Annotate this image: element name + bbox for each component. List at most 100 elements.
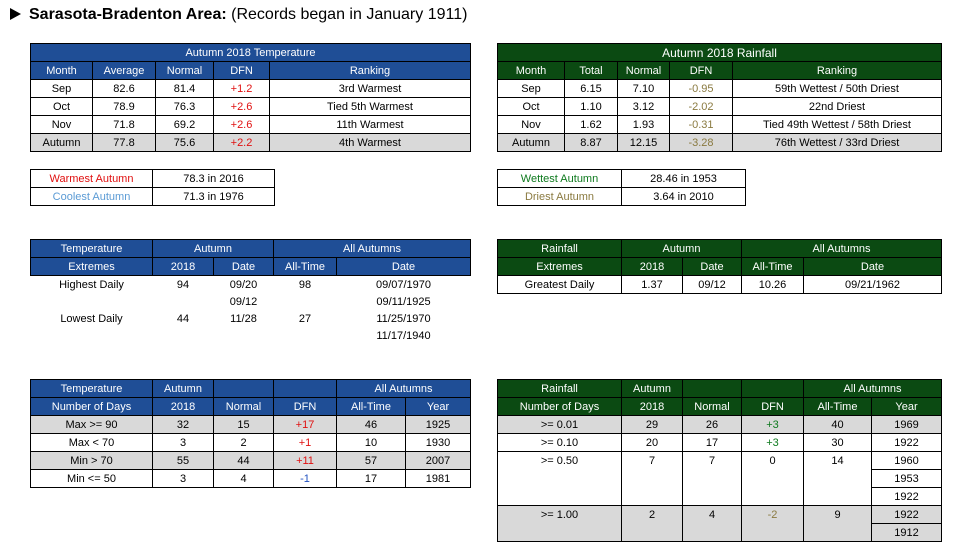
table-cell: >= 0.10 <box>497 433 622 452</box>
table-cell: 0 <box>741 451 804 470</box>
table-cell: Nov <box>30 115 93 134</box>
table-cell: 44 <box>213 451 274 470</box>
table-cell: 98 <box>298 278 312 291</box>
table-cell: 10 <box>336 433 406 452</box>
table-cell: 11th Warmest <box>269 115 471 134</box>
table-cell <box>741 523 804 542</box>
table-cell: 1.62 <box>564 115 618 134</box>
table-cell: 1.93 <box>617 115 670 134</box>
table-cell: Tied 49th Wettest / 58th Driest <box>732 115 942 134</box>
table-cell: 2018 <box>621 397 683 416</box>
table-cell: 44 <box>176 312 190 325</box>
table-header-row: Month Total Normal DFN Ranking <box>497 61 942 80</box>
table-cell <box>803 523 872 542</box>
table-cell <box>497 469 622 488</box>
table-cell: Ranking <box>269 61 471 80</box>
table-row: Driest Autumn 3.64 in 2010 <box>497 187 746 206</box>
table-cell: Highest Daily <box>59 278 124 291</box>
table-header-row: Rainfall Autumn All Autumns <box>497 379 942 398</box>
table-cell: All-Time <box>273 257 338 276</box>
table-cell: 17 <box>682 433 742 452</box>
table-cell: Min <= 50 <box>30 469 153 488</box>
table-row: Warmest Autumn 78.3 in 2016 <box>30 169 275 188</box>
table-cell: -2.02 <box>669 97 733 116</box>
table-cell: Year <box>405 397 471 416</box>
table-cell: Sep <box>30 79 93 98</box>
table-cell: 1922 <box>871 487 942 506</box>
table-cell: 2 <box>213 433 274 452</box>
rain-records-table: Wettest Autumn 28.46 in 1953 Driest Autum… <box>497 169 746 206</box>
table-header-row: Number of Days 2018 Normal DFN All-Time Year <box>497 397 942 416</box>
table-cell <box>274 293 337 310</box>
table-title: Autumn 2018 Rainfall <box>497 43 942 62</box>
table-cell: Date <box>681 257 743 276</box>
table-cell: 09/12 <box>681 275 743 294</box>
table-row: Highest Daily 94 09/20 98 09/07/1970 <box>31 276 471 294</box>
table-cell: +11 <box>273 451 337 470</box>
table-cell: 14 <box>803 451 872 470</box>
table-cell: 4 <box>682 505 742 524</box>
table-row: >= 0.50 7 7 0 14 1960 <box>497 451 942 470</box>
table-cell: -0.95 <box>669 79 733 98</box>
table-cell: Number of Days <box>30 397 153 416</box>
table-header-row: Extremes 2018 Date All-Time Date <box>497 257 942 276</box>
table-cell: Extremes <box>497 257 622 276</box>
table-cell: 09/07/1970 <box>375 278 432 291</box>
table-cell: 26 <box>682 415 742 434</box>
table-cell <box>31 327 153 344</box>
table-cell: 20 <box>621 433 683 452</box>
table-cell: Month <box>497 61 565 80</box>
table-cell: -1 <box>273 469 337 488</box>
table-cell: +1 <box>273 433 337 452</box>
table-cell: Sep <box>497 79 565 98</box>
table-cell: 17 <box>336 469 406 488</box>
table-cell: Extremes <box>30 257 153 276</box>
table-cell: 1960 <box>871 451 942 470</box>
table-header-row: Extremes 2018 Date All-Time Date <box>30 257 471 276</box>
table-cell: All-Time <box>336 397 406 416</box>
table-cell: Autumn <box>621 379 683 398</box>
table-cell: 22nd Driest <box>732 97 942 116</box>
table-cell: 11/25/1970 <box>376 312 431 325</box>
table-cell: +3 <box>741 415 804 434</box>
table-cell: Lowest Daily <box>60 312 123 325</box>
table-cell: All-Time <box>803 397 872 416</box>
table-cell: 1930 <box>405 433 471 452</box>
table-cell: Normal <box>682 397 742 416</box>
table-cell: 77.8 <box>92 133 156 152</box>
table-cell: 27 <box>298 312 312 325</box>
table-cell: 11/28 <box>230 312 257 325</box>
table-cell: +2.6 <box>213 97 270 116</box>
table-cell: 4 <box>213 469 274 488</box>
table-cell: Autumn <box>620 239 743 258</box>
table-row: Max < 70 3 2 +1 10 1930 <box>30 433 471 452</box>
temp-days-table: Temperature Autumn All Autumns Number of D… <box>30 379 471 488</box>
table-row: Oct 1.10 3.12 -2.02 22nd Driest <box>497 97 942 116</box>
table-cell: >= 0.01 <box>497 415 622 434</box>
table-cell: 2018 <box>621 257 683 276</box>
table-cell: 29 <box>621 415 683 434</box>
table-cell: Max >= 90 <box>30 415 153 434</box>
table-cell: 09/12 <box>229 295 258 308</box>
table-cell: Ranking <box>732 61 942 80</box>
table-cell: 7 <box>682 451 742 470</box>
table-cell: >= 1.00 <box>497 505 622 524</box>
table-cell: 28.46 in 1953 <box>621 169 746 188</box>
table-cell: Autumn <box>30 133 93 152</box>
table-cell: Oct <box>30 97 93 116</box>
table-row: Sep 82.6 81.4 +1.2 3rd Warmest <box>30 79 471 98</box>
table-cell <box>682 523 742 542</box>
table-cell: DFN <box>741 397 804 416</box>
table-cell: 3.12 <box>617 97 670 116</box>
table-cell: 11/17/1940 <box>376 329 431 342</box>
table-cell: 78.9 <box>92 97 156 116</box>
table-cell: Autumn <box>497 133 565 152</box>
table-cell: Date <box>336 257 471 276</box>
table-cell: 9 <box>803 505 872 524</box>
table-cell: 1925 <box>405 415 471 434</box>
table-cell <box>682 469 742 488</box>
table-cell: 8.87 <box>564 133 618 152</box>
table-cell <box>621 523 683 542</box>
table-row: >= 0.01 29 26 +3 40 1969 <box>497 415 942 434</box>
temp-extremes-table: Temperature Autumn All Autumns Extremes 201… <box>30 239 471 344</box>
